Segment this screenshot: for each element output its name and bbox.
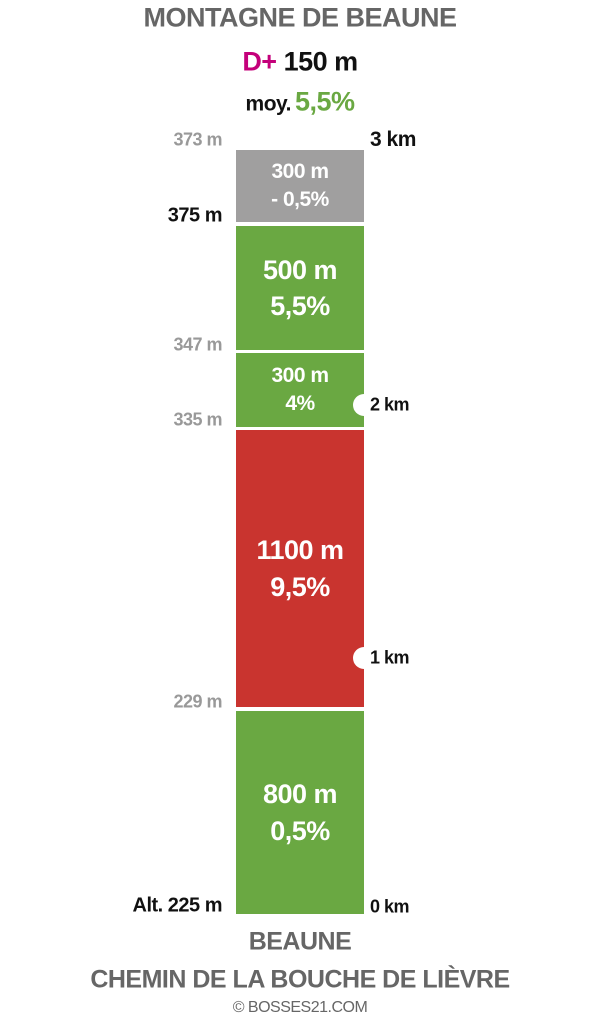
segment-grade: - 0,5% — [271, 188, 329, 211]
km-label: 1 km — [370, 647, 410, 668]
segment-grade: 9,5% — [270, 571, 330, 602]
segment-length: 500 m — [262, 254, 338, 285]
altitude-label: 335 m — [173, 409, 222, 430]
start-place: CHEMIN DE LA BOUCHE DE LIÈVRE — [90, 965, 510, 994]
segment-length: 1100 m — [256, 535, 344, 566]
climb: D+ 150 m — [0, 47, 600, 78]
avg-value: 5,5% — [294, 86, 355, 117]
km-label: 3 km — [370, 128, 416, 151]
segment-grade: 4% — [285, 392, 315, 415]
segment: 300 m - 0,5% — [236, 150, 364, 222]
segment: 1100 m 9,5% — [236, 430, 364, 707]
altitude-label: 347 m — [173, 334, 222, 355]
km-notch — [353, 647, 375, 669]
altitude-label: 229 m — [173, 691, 222, 712]
credit: © BOSSES21.COM — [232, 999, 368, 1016]
climb-label: D+ — [242, 46, 277, 77]
segment: 800 m 0,5% — [236, 711, 364, 914]
start-name: BEAUNE — [248, 927, 352, 956]
segment-grade: 5,5% — [270, 291, 330, 321]
km-label: 0 km — [370, 896, 410, 917]
altitude-label: Alt. 225 m — [132, 894, 223, 917]
altitude-label: 375 m — [167, 204, 223, 227]
km-label: 2 km — [370, 394, 410, 415]
segment: 300 m 4% — [236, 353, 364, 427]
segment-length: 300 m — [271, 363, 329, 387]
segment: 500 m 5,5% — [236, 226, 364, 350]
title: MONTAGNE DE BEAUNE — [143, 2, 457, 33]
segment-grade: 0,5% — [270, 815, 330, 846]
altitude-label: 373 m — [173, 129, 222, 150]
km-notch — [353, 394, 375, 416]
average: moy. 5,5% — [0, 87, 600, 118]
segment-length: 300 m — [271, 159, 329, 183]
segment-length: 800 m — [262, 779, 338, 810]
climb-value: 150 m — [283, 46, 359, 77]
avg-label: moy. — [245, 92, 292, 116]
